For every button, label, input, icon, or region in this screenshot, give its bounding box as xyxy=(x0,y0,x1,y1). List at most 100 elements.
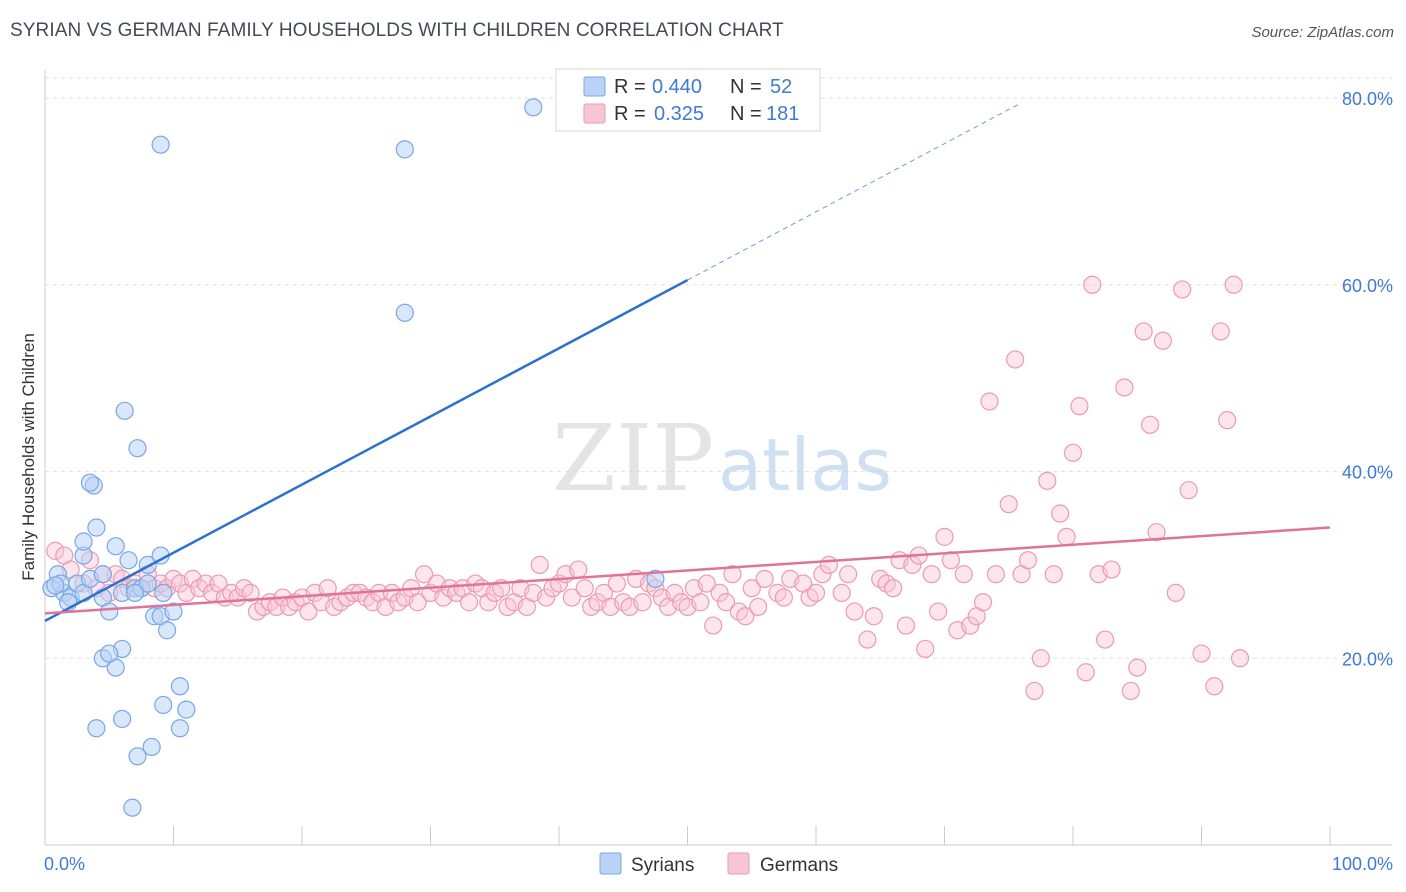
german-point xyxy=(459,593,479,612)
syrian-point xyxy=(170,719,190,738)
grid-lines xyxy=(45,77,1392,659)
syrian-point xyxy=(106,537,125,556)
german-point xyxy=(819,555,838,574)
syrian-point xyxy=(138,574,157,593)
german-point xyxy=(716,593,736,612)
german-point xyxy=(1134,322,1153,341)
german-point xyxy=(832,583,851,602)
syrian-point xyxy=(142,737,161,757)
german-point xyxy=(1031,649,1050,668)
bottom-legend-germans-label: Germans xyxy=(760,855,838,876)
german-point xyxy=(954,565,973,584)
x-tick-label: 0.0% xyxy=(44,854,85,874)
german-point xyxy=(1179,481,1198,500)
german-point xyxy=(710,583,729,602)
german-point xyxy=(1096,630,1115,649)
series-germans-points xyxy=(46,275,1250,701)
german-point xyxy=(562,588,581,607)
y-tick-label: 60.0% xyxy=(1342,276,1393,296)
german-point xyxy=(1083,275,1102,294)
legend-germans-r-value: 0.325 xyxy=(654,103,704,125)
german-point xyxy=(1044,565,1063,584)
german-point xyxy=(1121,681,1140,701)
german-point xyxy=(839,565,858,584)
syrian-point xyxy=(128,439,147,458)
syrian-point xyxy=(115,401,134,420)
german-point xyxy=(922,565,941,584)
y-axis-title: Family Households with Children xyxy=(19,333,38,581)
chart-title: SYRIAN VS GERMAN FAMILY HOUSEHOLDS WITH … xyxy=(10,20,784,41)
german-point xyxy=(806,583,826,602)
german-point xyxy=(1147,523,1166,542)
chart-source: Source: ZipAtlas.com xyxy=(1251,24,1394,41)
german-point xyxy=(299,602,318,621)
trend-lines xyxy=(44,102,1331,623)
german-point xyxy=(575,579,594,598)
german-point xyxy=(1218,411,1237,430)
syrian-point xyxy=(46,576,65,595)
watermark-zip: ZIP xyxy=(552,405,714,512)
german-point xyxy=(723,565,742,584)
syrian-point xyxy=(524,98,543,117)
german-point xyxy=(1057,527,1076,546)
german-point xyxy=(1051,504,1070,523)
syrian-point xyxy=(87,518,106,537)
watermark: ZIP atlas xyxy=(552,405,892,512)
syrian-point xyxy=(128,747,147,766)
german-point xyxy=(1224,275,1243,294)
german-point xyxy=(318,579,337,598)
watermark-atlas: atlas xyxy=(718,423,892,507)
syrian-point xyxy=(123,798,142,817)
syrian-point xyxy=(100,602,119,621)
legend-syrians-r-label: R = xyxy=(614,76,646,98)
german-point xyxy=(569,560,588,579)
german-point xyxy=(980,392,999,411)
bottom-legend-syrians-swatch xyxy=(599,852,622,875)
german-point xyxy=(414,565,434,584)
german-point xyxy=(749,597,768,616)
german-point xyxy=(1205,677,1224,696)
y-tick-label: 80.0% xyxy=(1342,89,1393,109)
y-tick-label: 40.0% xyxy=(1342,463,1393,483)
german-point xyxy=(1070,397,1089,416)
german-point xyxy=(479,593,498,612)
german-point xyxy=(1173,280,1192,299)
german-point xyxy=(858,630,877,649)
german-point xyxy=(1153,331,1173,350)
german-point xyxy=(241,583,260,602)
syrian-point xyxy=(87,719,106,738)
syrian-point xyxy=(157,621,177,640)
german-point xyxy=(986,565,1006,584)
series-legend: Syrians Germans xyxy=(599,852,838,876)
syrians-trend-line xyxy=(44,278,689,623)
german-point xyxy=(1192,644,1211,663)
german-point xyxy=(1166,583,1185,602)
german-point xyxy=(883,579,903,598)
german-point xyxy=(1230,649,1250,668)
legend-syrians-n-value: 52 xyxy=(770,76,792,98)
german-point xyxy=(961,616,980,635)
german-point xyxy=(408,593,427,612)
syrian-point xyxy=(80,473,100,492)
german-point xyxy=(973,593,993,612)
german-point xyxy=(1128,658,1147,677)
syrian-point xyxy=(151,135,170,154)
german-point xyxy=(813,565,832,584)
legend-germans-n-label: N = xyxy=(730,103,762,125)
syrian-point xyxy=(119,551,138,570)
syrian-point xyxy=(170,677,190,696)
bottom-legend-syrians-label: Syrians xyxy=(631,855,694,876)
german-point xyxy=(537,588,556,607)
syrian-point xyxy=(177,700,196,719)
german-point xyxy=(1038,471,1057,490)
legend-germans-r-label: R = xyxy=(614,103,646,125)
german-point xyxy=(1140,415,1160,434)
syrian-point xyxy=(164,602,183,621)
german-point xyxy=(736,607,755,626)
german-point xyxy=(1115,378,1134,397)
syrian-point xyxy=(395,140,414,159)
german-point xyxy=(697,574,716,593)
correlation-legend: R = 0.440 N = 52 R = 0.325 N = 181 xyxy=(555,68,821,132)
german-point xyxy=(1006,350,1025,369)
